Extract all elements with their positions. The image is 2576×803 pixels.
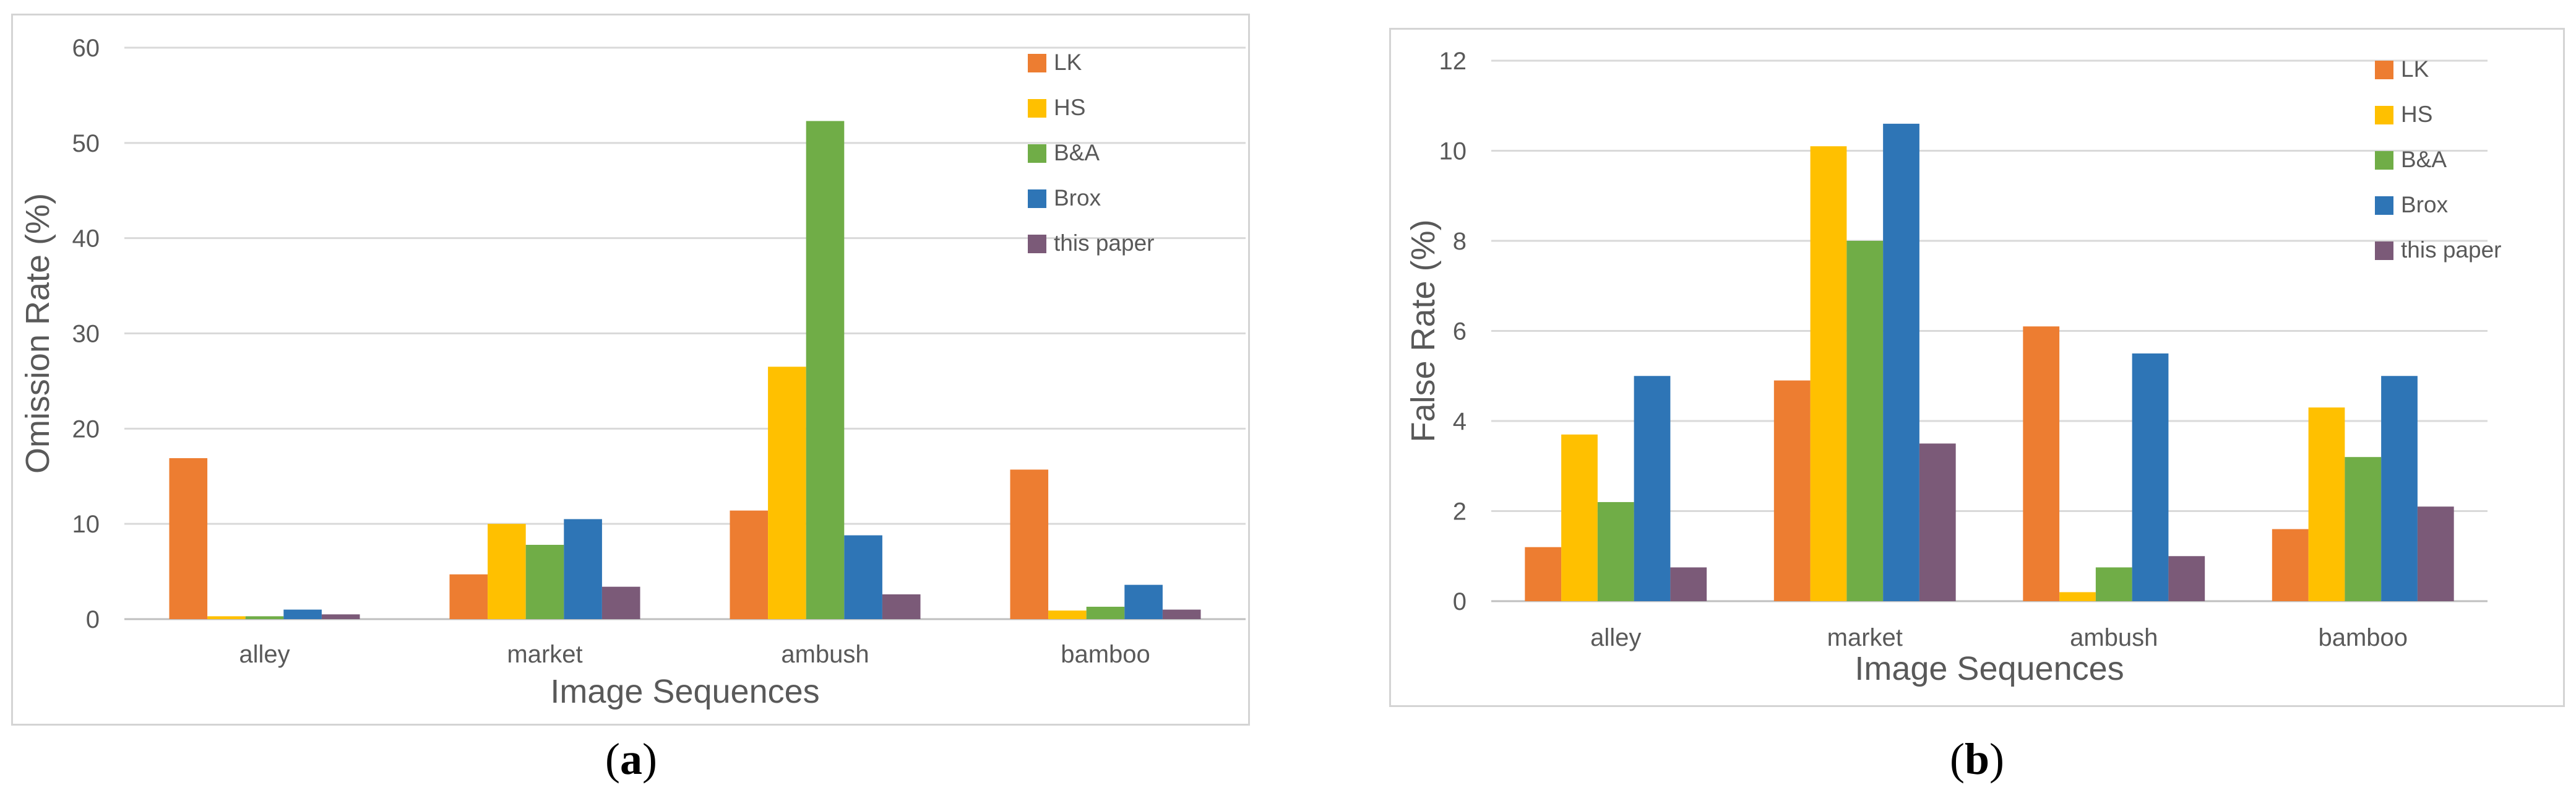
chart-0-category-label: alley bbox=[239, 641, 290, 668]
chart-1-bar-lk-ambush bbox=[2023, 326, 2060, 601]
chart-b: 0 2 4 6 8 10 12 alley market ambush bamboo Image Se… bbox=[1405, 48, 2502, 687]
chart-0-legend-swatch bbox=[1028, 144, 1046, 163]
chart-0-legend-label: HS bbox=[1054, 95, 1085, 120]
chart-1-bar-this-paper-bamboo bbox=[2417, 506, 2454, 601]
chart-1-bar-b-a-ambush bbox=[2095, 567, 2132, 601]
chart-0-bar-hs-bamboo bbox=[1048, 610, 1087, 619]
chart-1-legend-swatch bbox=[2375, 241, 2393, 260]
chart-0-bar-hs-market bbox=[488, 524, 526, 619]
chart-0-category-label: market bbox=[507, 641, 582, 668]
chart-1-y-tick-label: 8 bbox=[1453, 228, 1467, 255]
chart-0-y-tick-label: 40 bbox=[72, 225, 100, 253]
chart-0-bar-this-paper-bamboo bbox=[1162, 609, 1201, 619]
chart-0-y-tick-label: 60 bbox=[72, 35, 100, 62]
chart-0-bar-hs-alley bbox=[207, 616, 246, 619]
chart-1-y-tick-label: 0 bbox=[1453, 588, 1467, 615]
chart-1-bar-this-paper-ambush bbox=[2168, 556, 2205, 601]
chart-0-category-label: bamboo bbox=[1061, 641, 1150, 668]
chart-0-y-tick-label: 30 bbox=[72, 321, 100, 348]
chart-1-bar-b-a-bamboo bbox=[2345, 457, 2382, 601]
caption-b-label: b bbox=[1964, 734, 1990, 784]
chart-1-category-label: market bbox=[1827, 624, 1903, 651]
chart-1-y-axis-title: False Rate (%) bbox=[1405, 219, 1442, 442]
chart-1-bar-this-paper-market bbox=[1919, 443, 1956, 601]
chart-1-bar-this-paper-alley bbox=[1670, 567, 1707, 601]
chart-1-category-label: alley bbox=[1590, 624, 1641, 651]
chart-0-bar-this-paper-alley bbox=[321, 614, 360, 619]
chart-0-bar-hs-ambush bbox=[768, 367, 806, 619]
chart-1-y-tick-label: 4 bbox=[1453, 408, 1467, 435]
chart-1-x-axis-title: Image Sequences bbox=[1854, 650, 2124, 687]
chart-a: 0 10 20 30 40 50 60 alley market ambush bamboo Imag… bbox=[19, 35, 1246, 710]
chart-1-bar-lk-market bbox=[1773, 380, 1811, 601]
chart-0-bar-this-paper-ambush bbox=[882, 594, 921, 619]
chart-0-bar-this-paper-market bbox=[601, 586, 640, 619]
chart-0-category-label: ambush bbox=[781, 641, 869, 668]
chart-0-y-axis-title: Omission Rate (%) bbox=[19, 193, 56, 474]
chart-a-frame: 0 10 20 30 40 50 60 alley market ambush bamboo Imag… bbox=[11, 14, 1250, 726]
chart-1-bar-brox-ambush bbox=[2132, 353, 2169, 601]
chart-1-y-tick-label: 6 bbox=[1453, 318, 1467, 345]
chart-0-bar-lk-ambush bbox=[730, 510, 769, 619]
chart-1-bar-brox-market bbox=[1883, 123, 1919, 602]
chart-0-legend-swatch bbox=[1028, 189, 1046, 208]
chart-0-bar-lk-bamboo bbox=[1010, 469, 1049, 619]
chart-0-legend-label: B&A bbox=[1054, 140, 1100, 165]
chart-1-legend-label: HS bbox=[2401, 102, 2432, 127]
chart-1-bar-hs-bamboo bbox=[2308, 407, 2345, 601]
chart-1-category-label: ambush bbox=[2070, 624, 2158, 651]
chart-1-legend-label: B&A bbox=[2401, 147, 2447, 172]
chart-0-bar-lk-market bbox=[449, 574, 488, 619]
chart-0-y-tick-label: 10 bbox=[72, 511, 100, 538]
chart-0-legend-swatch bbox=[1028, 235, 1046, 253]
chart-0-y-tick-label: 20 bbox=[72, 415, 100, 443]
chart-1-legend-label: Brox bbox=[2401, 192, 2449, 217]
chart-0-bar-lk-alley bbox=[169, 458, 208, 619]
chart-b-frame: 0 2 4 6 8 10 12 alley market ambush bamboo Image Se… bbox=[1389, 28, 2565, 707]
chart-0-legend-label: this paper bbox=[1054, 230, 1155, 256]
chart-1-legend-swatch bbox=[2375, 61, 2393, 79]
chart-0-y-tick-label: 0 bbox=[86, 606, 100, 633]
chart-0-legend-swatch bbox=[1028, 99, 1046, 118]
chart-0-bar-brox-ambush bbox=[844, 535, 882, 619]
chart-1-category-label: bamboo bbox=[2318, 624, 2408, 651]
chart-0-bar-brox-bamboo bbox=[1124, 584, 1163, 619]
chart-0-bar-b-a-alley bbox=[245, 616, 284, 619]
chart-1-bar-hs-alley bbox=[1561, 434, 1598, 601]
chart-1-bar-b-a-alley bbox=[1597, 501, 1634, 601]
chart-1-bar-brox-alley bbox=[1634, 376, 1671, 601]
chart-1-legend-swatch bbox=[2375, 151, 2393, 170]
chart-0-legend-label: LK bbox=[1054, 50, 1082, 75]
caption-a: (a) bbox=[605, 734, 657, 784]
chart-0-bar-brox-alley bbox=[283, 609, 322, 619]
chart-1-bar-b-a-market bbox=[1846, 241, 1884, 601]
chart-1-y-tick-label: 2 bbox=[1453, 498, 1467, 526]
chart-1-bar-lk-bamboo bbox=[2272, 529, 2309, 601]
chart-1-y-tick-label: 12 bbox=[1439, 48, 1467, 75]
chart-0-bar-brox-market bbox=[564, 519, 602, 619]
chart-0-x-axis-title: Image Sequences bbox=[550, 673, 819, 710]
chart-0-y-tick-label: 50 bbox=[72, 130, 100, 157]
caption-a-label: a bbox=[620, 734, 642, 784]
chart-0-legend-label: Brox bbox=[1054, 185, 1101, 211]
chart-0-bar-b-a-bamboo bbox=[1086, 607, 1125, 619]
chart-1-legend-label: this paper bbox=[2401, 237, 2502, 263]
chart-1-bar-hs-market bbox=[1810, 146, 1847, 602]
chart-0-bar-b-a-market bbox=[525, 545, 564, 619]
chart-0-bar-b-a-ambush bbox=[806, 121, 845, 619]
chart-1-y-tick-label: 10 bbox=[1439, 138, 1467, 165]
caption-b: (b) bbox=[1949, 734, 2004, 784]
chart-1-legend-swatch bbox=[2375, 196, 2393, 215]
chart-1-bar-lk-alley bbox=[1525, 547, 1562, 601]
chart-1-bar-brox-bamboo bbox=[2381, 376, 2418, 601]
chart-1-bar-hs-ambush bbox=[2059, 592, 2096, 601]
chart-0-legend-swatch bbox=[1028, 54, 1046, 72]
chart-1-legend-label: LK bbox=[2401, 56, 2429, 82]
chart-1-legend-swatch bbox=[2375, 106, 2393, 124]
